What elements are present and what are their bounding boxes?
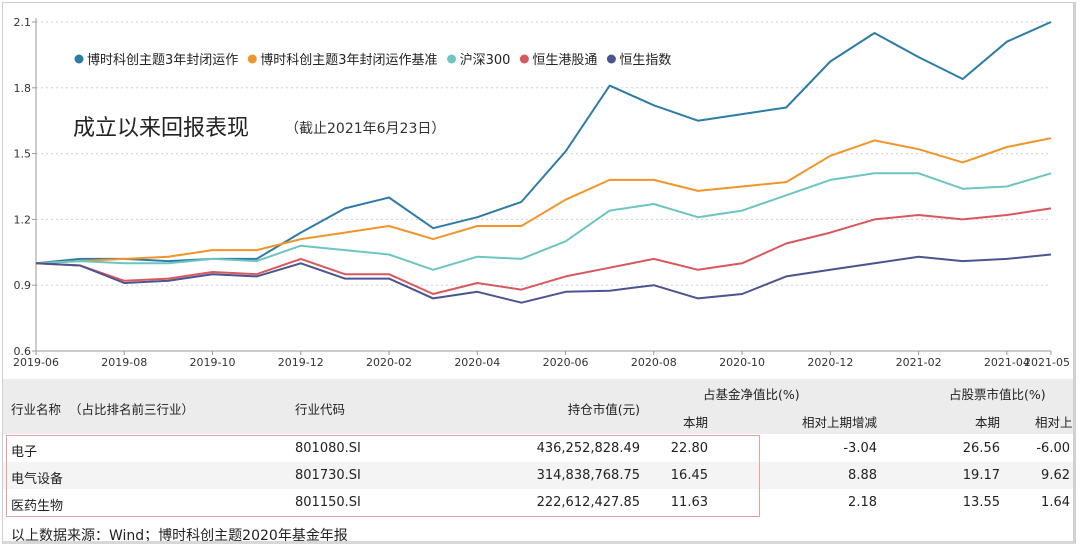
legend-marker: [606, 54, 616, 64]
header-nav-change: 相对上期增减: [801, 415, 877, 430]
header-stock-value-ratio: 占股票市值比(%): [949, 387, 1046, 402]
x-tick-label: 2019-06: [13, 356, 59, 369]
legend-marker: [447, 54, 457, 64]
nav-change: 2.18: [848, 495, 877, 510]
x-tick-label: 2019-08: [101, 356, 147, 369]
market-value: 314,838,768.75: [536, 468, 640, 483]
legend-marker: [519, 54, 529, 64]
header-stock-change: 相对上期增减: [1035, 415, 1073, 430]
x-tick-label: 2021-05: [1024, 356, 1070, 369]
legend-label: 恒生指数: [619, 53, 671, 68]
market-value: 222,612,427.85: [536, 495, 640, 510]
legend-label: 博时科创主题3年封闭运作基准: [260, 53, 437, 68]
y-tick-label: 2.1: [14, 16, 32, 29]
nav-current: 11.63: [670, 495, 708, 510]
legend-marker: [74, 54, 84, 64]
x-tick-label: 2020-04: [454, 356, 500, 369]
industry-code: 801730.SI: [295, 468, 361, 483]
stock-current: 13.55: [962, 495, 1000, 510]
series-line-3: [35, 207, 1052, 295]
table-row: 医药生物 801150.SI 222,612,427.85 11.63 2.18 13.5…: [3, 489, 1073, 517]
chart-title: 成立以来回报表现: [73, 116, 249, 141]
top-industries-table: 行业名称 （占比排名前三行业） 行业代码 持仓市值(元) 占基金净值比(%) 占…: [3, 379, 1073, 544]
series-line-1: [35, 137, 1052, 265]
x-tick-label: 2020-12: [807, 356, 853, 369]
nav-change: 8.88: [848, 468, 877, 483]
x-tick-label: 2020-08: [631, 356, 677, 369]
industry-name: 电子: [11, 445, 38, 460]
return-line-chart: 0.6 0.9 1.2 1.5 1.8 2.1 2019-06 2019-08 2019-10 2…: [13, 16, 1070, 369]
header-industry-code: 行业代码: [295, 402, 346, 417]
stock-current: 19.17: [962, 468, 1000, 483]
stock-change: 9.62: [1041, 468, 1070, 483]
y-tick-label: 1.2: [14, 213, 32, 226]
x-tick-label: 2020-10: [719, 356, 765, 369]
table-row: 电子 801080.SI 436,252,828.49 22.80 -3.04 26.56…: [3, 435, 1073, 463]
x-tick-label: 2021-04: [984, 356, 1030, 369]
stock-change: 1.64: [1041, 495, 1070, 510]
table-row: 电气设备 801730.SI 314,838,768.75 16.45 8.88 19.1…: [3, 462, 1073, 490]
industry-name: 电气设备: [11, 472, 64, 487]
header-industry-note: （占比排名前三行业）: [69, 402, 195, 417]
legend-label: 沪深300: [460, 52, 511, 68]
highlight-box: [6, 435, 760, 517]
x-tick-label: 2019-10: [190, 356, 236, 369]
y-tick-label: 0.6: [14, 345, 32, 358]
series-line-2: [35, 172, 1052, 271]
header-stock-current: 本期: [974, 415, 1000, 430]
header-nav-current: 本期: [682, 415, 708, 430]
legend-label: 博时科创主题3年封闭运作: [87, 53, 238, 68]
y-tick-label: 1.5: [14, 148, 32, 161]
legend-label: 恒生港股通: [532, 53, 597, 68]
footnote: 以上数据来源：Wind；博时科创主题2020年基金年报: [11, 528, 348, 544]
x-tick-label: 2020-06: [543, 356, 589, 369]
y-tick-label: 0.9: [14, 279, 32, 292]
chart-subtitle: （截止2021年6月23日）: [285, 121, 445, 137]
industry-name: 医药生物: [11, 499, 64, 514]
stock-current: 26.56: [962, 441, 1000, 456]
header-market-value: 持仓市值(元): [567, 402, 640, 417]
x-tick-label: 2021-02: [896, 356, 942, 369]
header-industry-name: 行业名称: [11, 402, 62, 417]
industry-code: 801080.SI: [295, 441, 361, 456]
y-tick-label: 1.8: [14, 82, 32, 95]
nav-current: 16.45: [670, 468, 708, 483]
industry-code: 801150.SI: [295, 495, 361, 510]
nav-current: 22.80: [670, 441, 708, 456]
table-header: 行业名称 （占比排名前三行业） 行业代码 持仓市值(元) 占基金净值比(%) 占…: [3, 379, 1073, 434]
stock-change: -6.00: [1036, 441, 1070, 456]
legend-marker: [247, 54, 257, 64]
market-value: 436,252,828.49: [536, 441, 640, 456]
nav-change: -3.04: [843, 441, 877, 456]
series-line-4: [35, 253, 1052, 304]
x-tick-label: 2019-12: [278, 356, 324, 369]
header-fund-nav-ratio: 占基金净值比(%): [703, 387, 800, 402]
x-tick-label: 2020-02: [366, 356, 412, 369]
